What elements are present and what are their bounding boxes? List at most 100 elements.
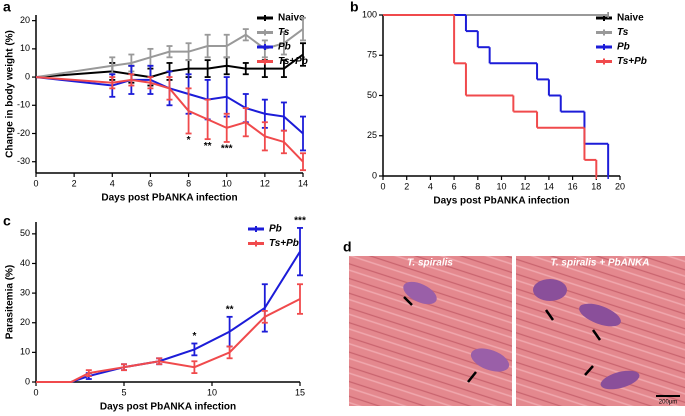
error-bar	[128, 73, 135, 87]
x-tick-label: 4	[110, 178, 115, 188]
x-axis-label: Days post PbANKA infection	[101, 193, 237, 204]
x-tick-label: 8	[475, 181, 480, 191]
x-tick-label: 15	[295, 387, 305, 397]
error-bar	[261, 121, 268, 152]
cyst	[600, 370, 640, 390]
x-tick-label: 0	[380, 181, 385, 191]
y-tick-label: 75	[367, 50, 377, 60]
panel-letter: d	[343, 239, 352, 255]
error-bar	[166, 45, 173, 59]
error-bar	[261, 283, 268, 333]
micrograph-panel: T. spiralis T. spiralis + PbANKA 200μm d	[343, 239, 685, 406]
y-axis-label: Change in body weight (%)	[5, 30, 16, 158]
y-tick-label: 20	[20, 317, 30, 327]
error-bar	[297, 227, 303, 277]
x-axis-label: Days post PbANKA infection	[433, 196, 569, 207]
significance-label: **	[226, 304, 234, 315]
x-tick-label: 6	[148, 178, 153, 188]
error-bar	[242, 28, 249, 42]
x-tick-label: 0	[33, 178, 38, 188]
error-bar	[191, 360, 198, 375]
error-bar	[300, 16, 306, 42]
error-bar	[280, 59, 287, 78]
x-tick-label: 0	[33, 387, 38, 397]
error-bar	[204, 59, 211, 78]
error-bar	[280, 31, 287, 56]
panel-letter: a	[3, 0, 11, 15]
series-line	[35, 76, 304, 163]
error-bar	[300, 152, 306, 172]
error-bar	[223, 33, 230, 59]
y-tick-label: 10	[20, 43, 30, 53]
error-bar	[147, 76, 154, 90]
x-tick-label: 10	[496, 181, 506, 191]
x-tick-label: 10	[222, 178, 232, 188]
error-bar	[300, 42, 306, 67]
legend-label: Pb	[278, 42, 291, 53]
y-tick-label: 10	[20, 347, 30, 357]
x-tick-label: 10	[207, 387, 217, 397]
x-tick-label: 14	[544, 181, 554, 191]
panel-letter: b	[350, 0, 359, 15]
error-bar	[121, 363, 127, 372]
chart-panel: 0 10 20 30 40 50 0 5 10 15 Days post PbANKA infect…	[3, 213, 306, 413]
y-tick-label: 40	[20, 258, 30, 268]
x-tick-label: 14	[298, 178, 308, 188]
cyst	[579, 303, 621, 327]
legend-label: Naive	[278, 13, 305, 24]
image-caption: T. spiralis + PbANKA	[550, 258, 649, 269]
y-tick-label: 100	[362, 9, 377, 19]
arrows	[403, 296, 602, 383]
series-line	[35, 53, 304, 79]
error-bar	[204, 98, 211, 141]
y-tick-label: 20	[20, 15, 30, 25]
x-axis-label: Days post PbANKA infection	[100, 402, 236, 413]
error-bar	[156, 357, 163, 366]
error-bar	[261, 309, 268, 324]
micrograph-image	[516, 256, 685, 406]
significance-label: ***	[221, 144, 233, 155]
error-bar	[226, 345, 233, 360]
legend-label: Pb	[617, 42, 630, 53]
y-tick-label: 50	[20, 228, 30, 238]
error-bar	[297, 283, 303, 315]
legend-label: Ts	[278, 27, 290, 38]
y-tick-label: -10	[17, 100, 30, 110]
x-tick-label: 20	[615, 181, 625, 191]
error-bar	[166, 76, 173, 101]
legend-label: Ts+Pb	[617, 56, 647, 67]
y-tick-label: 30	[20, 287, 30, 297]
x-tick-label: 12	[520, 181, 530, 191]
x-tick-label: 2	[72, 178, 77, 188]
legend-label: Pb	[269, 224, 282, 235]
y-tick-label: 50	[367, 90, 377, 100]
x-tick-label: 18	[591, 181, 601, 191]
error-bar	[85, 369, 92, 377]
error-bar	[242, 107, 249, 138]
error-bar	[242, 62, 249, 76]
y-tick-label: -20	[17, 128, 30, 138]
y-tick-label: 0	[372, 170, 377, 180]
scale-bar	[656, 395, 680, 397]
micrograph-image	[349, 256, 512, 406]
x-tick-label: 6	[452, 181, 457, 191]
x-tick-label: 8	[186, 178, 191, 188]
y-axis-label: Parasitemia (%)	[5, 265, 16, 339]
error-bar	[204, 33, 211, 59]
significance-label: **	[204, 141, 212, 152]
y-tick-label: 0	[25, 71, 30, 81]
x-tick-label: 4	[428, 181, 433, 191]
panel-letter: c	[3, 213, 11, 229]
x-tick-label: 12	[260, 178, 270, 188]
x-tick-label: 2	[404, 181, 409, 191]
legend-label: Ts+Pb	[269, 238, 299, 249]
image-caption: T. spiralis	[407, 258, 453, 269]
y-tick-label: -30	[17, 156, 30, 166]
legend-label: Ts	[617, 27, 629, 38]
x-tick-label: 5	[121, 387, 126, 397]
scale-bar-label: 200μm	[659, 400, 677, 406]
error-bar	[280, 129, 287, 155]
error-bar	[223, 112, 230, 143]
x-tick-label: 16	[568, 181, 578, 191]
